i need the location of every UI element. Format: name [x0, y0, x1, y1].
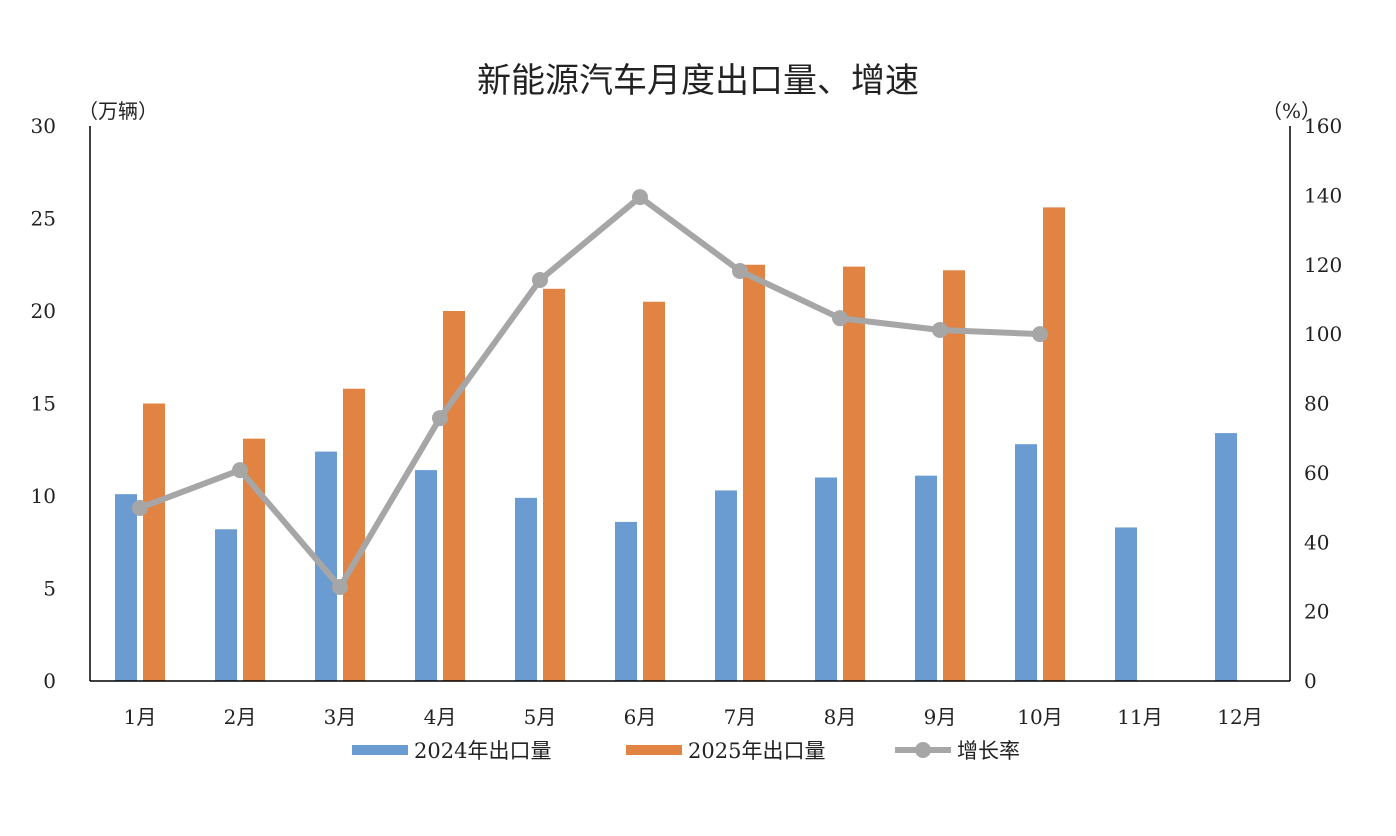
- growth-rate-point: [532, 272, 548, 289]
- legend-swatch: [352, 745, 408, 755]
- bar-2024: [715, 490, 737, 681]
- left-tick-label: 5: [43, 577, 56, 601]
- bar-2025: [343, 388, 365, 681]
- bar-2024: [415, 470, 437, 681]
- right-tick-label: 140: [1304, 183, 1342, 207]
- x-tick-label: 6月: [624, 705, 657, 729]
- legend-label: 2025年出口量: [688, 739, 825, 763]
- right-tick-label: 60: [1304, 461, 1329, 485]
- chart-title: 新能源汽车月度出口量、增速: [477, 61, 919, 101]
- x-tick-label: 8月: [824, 705, 857, 729]
- left-tick-label: 0: [43, 669, 56, 693]
- bar-2025: [443, 311, 465, 681]
- growth-rate-point: [432, 410, 448, 427]
- legend-swatch: [626, 745, 682, 755]
- bar-2025: [143, 403, 165, 681]
- growth-rate-point: [132, 499, 148, 516]
- bar-2025: [543, 288, 565, 681]
- right-tick-label: 40: [1304, 530, 1329, 554]
- left-axis-unit: （万辆）: [78, 99, 158, 123]
- right-tick-label: 100: [1304, 322, 1342, 346]
- x-tick-label: 2月: [224, 705, 257, 729]
- growth-rate-point: [832, 310, 848, 327]
- left-tick-label: 30: [31, 114, 56, 138]
- bar-2024: [1115, 527, 1137, 681]
- bar-2025: [643, 301, 665, 681]
- right-tick-label: 160: [1304, 114, 1342, 138]
- right-tick-label: 120: [1304, 253, 1342, 277]
- growth-rate-point: [232, 462, 248, 479]
- growth-rate-point: [732, 262, 748, 279]
- growth-rate-point: [332, 578, 348, 595]
- bar-2025: [743, 264, 765, 681]
- x-tick-label: 10月: [1017, 705, 1062, 729]
- left-tick-label: 20: [31, 299, 56, 323]
- right-tick-label: 80: [1304, 392, 1329, 416]
- left-tick-label: 10: [31, 484, 56, 508]
- right-tick-label: 20: [1304, 600, 1329, 624]
- bar-2025: [843, 266, 865, 681]
- legend-marker: [915, 742, 931, 758]
- x-tick-label: 4月: [424, 705, 457, 729]
- bar-2024: [915, 475, 937, 681]
- bar-2024: [1215, 433, 1237, 681]
- bar-2024: [1015, 444, 1037, 681]
- x-tick-label: 11月: [1117, 705, 1162, 729]
- bar-2024: [115, 494, 137, 681]
- left-tick-label: 15: [31, 392, 56, 416]
- x-tick-label: 9月: [924, 705, 957, 729]
- x-tick-label: 1月: [124, 705, 157, 729]
- growth-rate-line: [138, 194, 1041, 590]
- right-tick-label: 0: [1304, 669, 1317, 693]
- right-axis-unit: （%）: [1262, 99, 1321, 123]
- growth-rate-point: [1032, 326, 1048, 343]
- growth-rate-point: [632, 189, 648, 206]
- left-tick-label: 25: [31, 207, 56, 231]
- growth-rate-point: [932, 321, 948, 338]
- bar-2024: [215, 529, 237, 681]
- x-tick-label: 5月: [524, 705, 557, 729]
- bar-2024: [615, 521, 637, 681]
- x-tick-label: 3月: [324, 705, 357, 729]
- x-tick-label: 7月: [724, 705, 757, 729]
- bar-2025: [1043, 207, 1065, 681]
- legend-label: 2024年出口量: [414, 739, 551, 763]
- bar-2024: [515, 497, 537, 681]
- bar-2025: [243, 438, 265, 681]
- x-tick-label: 12月: [1217, 705, 1262, 729]
- bar-2025: [943, 270, 965, 681]
- legend-label: 增长率: [957, 739, 1020, 763]
- legend: 2024年出口量 2025年出口量 增长率: [352, 739, 1020, 763]
- bar-2024: [815, 477, 837, 681]
